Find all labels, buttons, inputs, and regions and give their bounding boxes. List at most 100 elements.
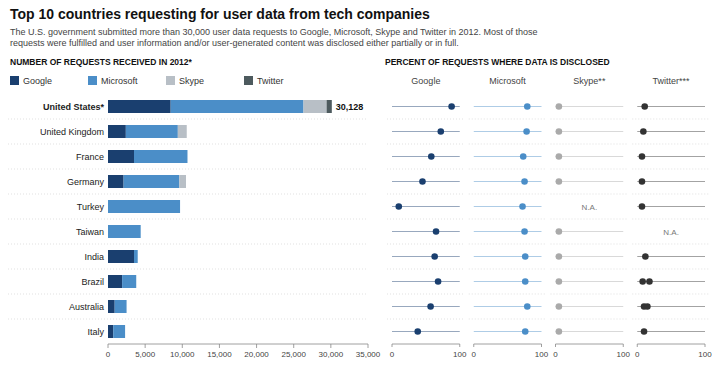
- row-separator: [387, 219, 465, 220]
- bar: [124, 175, 180, 188]
- bar: [126, 300, 127, 313]
- row-separator: [551, 194, 629, 195]
- row-separator: [469, 294, 547, 295]
- dot: [644, 303, 651, 310]
- bar: [108, 175, 124, 188]
- row-separator: [387, 244, 465, 245]
- legend-label: Skype: [179, 76, 204, 86]
- dot: [419, 178, 426, 185]
- dot: [556, 153, 563, 160]
- bar: [137, 250, 138, 263]
- dot: [640, 128, 647, 135]
- dot: [448, 103, 455, 110]
- legend: GoogleMicrosoftSkypeTwitter: [10, 76, 284, 86]
- bar: [179, 175, 186, 188]
- dots: [392, 103, 460, 335]
- tick-label: 0: [635, 350, 640, 359]
- tick: [637, 344, 638, 347]
- dot: [642, 253, 649, 260]
- category-label: Turkey: [77, 202, 105, 212]
- dot-panel: Twitter***N.A.0100: [632, 76, 712, 359]
- dot-track: [637, 131, 705, 132]
- axis-line: [474, 344, 542, 345]
- tick-label: 0: [106, 350, 111, 359]
- dot: [556, 278, 563, 285]
- dot-track: [392, 281, 460, 282]
- row-separator: [469, 194, 547, 195]
- dot: [523, 128, 530, 135]
- row-separator: [387, 294, 465, 295]
- dot-panel: Microsoft0100: [469, 76, 549, 359]
- bar: [140, 225, 141, 238]
- dot: [395, 203, 402, 210]
- dot: [556, 128, 563, 135]
- dot: [641, 328, 648, 335]
- dot-track: [392, 206, 460, 207]
- tick-label: 0: [553, 350, 558, 359]
- dot-track: [392, 306, 460, 307]
- row-separator: [387, 194, 465, 195]
- dot-track: [474, 231, 542, 232]
- legend-swatch: [244, 76, 253, 85]
- tick: [256, 344, 257, 348]
- bar: [171, 100, 304, 113]
- dot: [437, 128, 444, 135]
- bar: [178, 125, 187, 138]
- dot: [639, 278, 646, 285]
- category-label: United Kingdom: [40, 127, 104, 137]
- dot-track: [392, 131, 460, 132]
- bar: [180, 200, 181, 213]
- row-separator: [469, 119, 547, 120]
- axis-line: [108, 344, 368, 345]
- dot: [431, 253, 438, 260]
- bar: [134, 150, 187, 163]
- subtitle-line: requests were fulfilled and user informa…: [10, 38, 459, 48]
- row-separator: [8, 144, 368, 145]
- legend-label: Google: [23, 76, 52, 86]
- dot-track: [392, 256, 460, 257]
- row-separator: [8, 319, 368, 320]
- dot: [433, 228, 440, 235]
- bar: [327, 100, 332, 113]
- row-separator: [8, 119, 368, 120]
- dot: [522, 253, 529, 260]
- dot: [427, 303, 434, 310]
- background: [0, 0, 720, 378]
- bar: [108, 225, 141, 238]
- bar: [134, 250, 138, 263]
- tick-label: 0: [390, 350, 395, 359]
- axis-line: [556, 344, 624, 345]
- tick: [459, 344, 460, 347]
- dot-track: [474, 256, 542, 257]
- row-separator: [8, 294, 368, 295]
- row-separator: [632, 144, 710, 145]
- section-label: NUMBER OF REQUESTS RECEIVED IN 2012*: [10, 57, 193, 67]
- row-separator: [551, 144, 629, 145]
- dot-track: [474, 131, 542, 132]
- dot: [556, 178, 563, 185]
- column-header: Skype**: [573, 76, 606, 86]
- dot: [414, 328, 421, 335]
- bar: [108, 100, 171, 113]
- dot: [646, 278, 653, 285]
- dot-panel: Google0100: [387, 76, 467, 359]
- dot-track: [556, 156, 624, 157]
- bar: [186, 125, 187, 138]
- tick: [219, 344, 220, 348]
- tick-label: 100: [535, 350, 549, 359]
- dot-track: [392, 156, 460, 157]
- tick-label: 30,000: [319, 350, 344, 359]
- row-separator: [469, 219, 547, 220]
- dot: [524, 303, 531, 310]
- dot-track: [474, 206, 542, 207]
- dot: [641, 103, 648, 110]
- bar: [108, 300, 115, 313]
- dot-track: [556, 131, 624, 132]
- row-separator: [551, 269, 629, 270]
- row-separator: [387, 169, 465, 170]
- row-separator: [632, 269, 710, 270]
- axis-line: [637, 344, 705, 345]
- dot: [639, 153, 646, 160]
- dot-track: [474, 181, 542, 182]
- dot-track: [474, 106, 542, 107]
